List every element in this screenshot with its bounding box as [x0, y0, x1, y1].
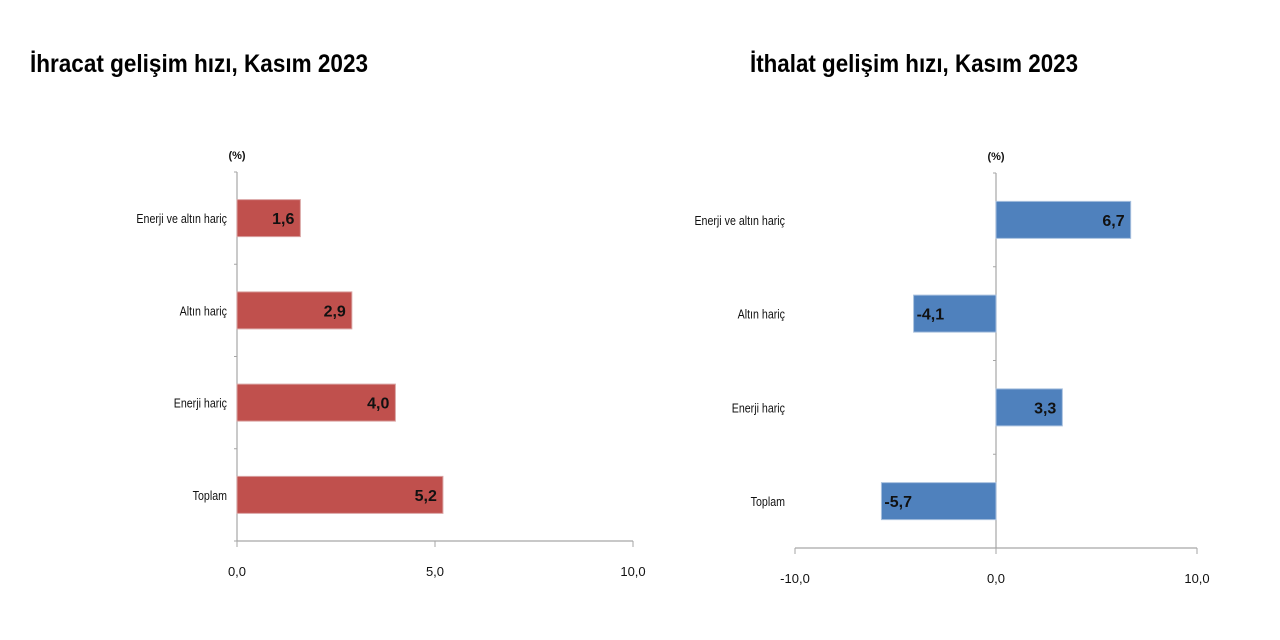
x-tick-label: 0,0 — [228, 564, 246, 579]
category-label: Altın hariç — [738, 307, 785, 322]
data-label: 1,6 — [272, 211, 294, 228]
bar — [236, 199, 301, 238]
data-label: 2,9 — [324, 303, 346, 320]
x-tick-label: 0,0 — [987, 571, 1005, 586]
export-chart-title: İhracat gelişim hızı, Kasım 2023 — [30, 50, 368, 78]
bar — [913, 294, 997, 333]
category-label: Enerji hariç — [732, 400, 785, 415]
x-tick-label: -10,0 — [780, 571, 810, 586]
import-chart-title: İthalat gelişim hızı, Kasım 2023 — [750, 50, 1078, 78]
category-label: Toplam — [751, 494, 785, 509]
bar — [880, 482, 997, 521]
export-growth-chart: (%) 0,0 5,0 10,0 Enerji ve altın hariç 1,6 Alt… — [136, 150, 645, 579]
import-growth-chart: (%) -10,0 0,0 10,0 Enerji ve altın hariç 6,7 A… — [694, 151, 1209, 586]
category-label: Altın hariç — [180, 303, 227, 318]
category-label: Toplam — [193, 488, 227, 503]
category-label: Enerji hariç — [174, 396, 227, 411]
x-tick-label: 10,0 — [1184, 571, 1209, 586]
unit-label: (%) — [987, 151, 1004, 163]
data-label: 3,3 — [1034, 400, 1056, 417]
data-label: 5,2 — [415, 488, 437, 505]
bar — [236, 291, 353, 330]
bar — [995, 200, 1132, 239]
data-label: -5,7 — [884, 494, 912, 511]
category-label: Enerji ve altın hariç — [136, 211, 227, 226]
unit-label: (%) — [228, 150, 245, 162]
bar — [236, 475, 444, 514]
x-tick-label: 10,0 — [620, 564, 645, 579]
data-label: 6,7 — [1102, 213, 1124, 230]
data-label: 4,0 — [367, 396, 389, 413]
data-label: -4,1 — [917, 307, 945, 324]
category-label: Enerji ve altın hariç — [694, 213, 785, 228]
bar — [995, 388, 1063, 427]
bar — [236, 383, 396, 422]
x-tick-label: 5,0 — [426, 564, 444, 579]
